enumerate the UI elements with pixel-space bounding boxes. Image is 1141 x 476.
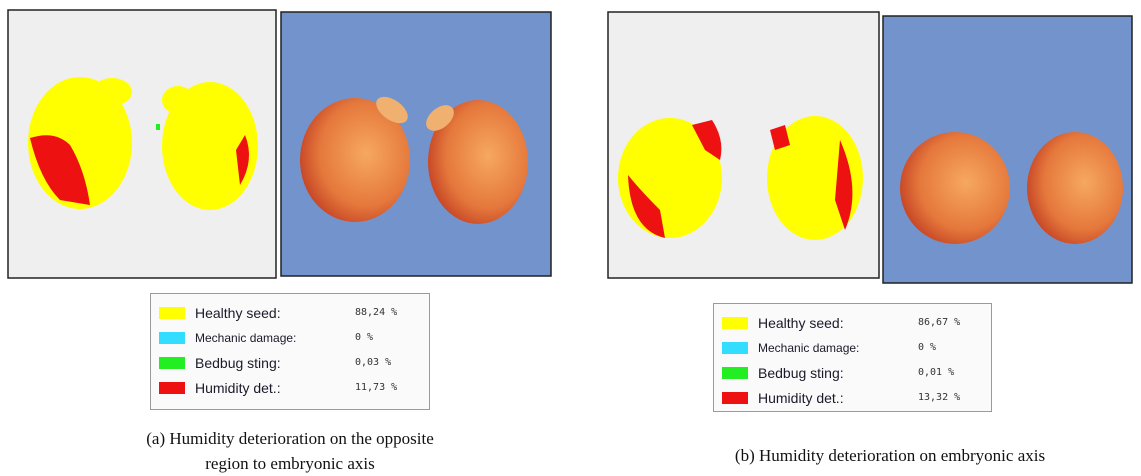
caption-line: region to embryonic axis bbox=[90, 451, 490, 476]
legend-swatch bbox=[722, 317, 748, 329]
legend-label: Bedbug sting: bbox=[758, 365, 918, 381]
legend-swatch bbox=[159, 382, 185, 394]
legend-label: Humidity det.: bbox=[758, 390, 918, 406]
legend-row: Healthy seed:86,67 % bbox=[722, 310, 983, 335]
legend-label: Healthy seed: bbox=[758, 315, 918, 331]
legend: Healthy seed:86,67 %Mechanic damage:0 %B… bbox=[713, 303, 992, 412]
caption-line: (b) Humidity deterioration on embryonic … bbox=[690, 443, 1090, 468]
legend-label: Humidity det.: bbox=[195, 380, 355, 396]
legend-value: 86,67 % bbox=[918, 317, 960, 328]
legend-value: 0,01 % bbox=[918, 367, 954, 378]
legend-swatch bbox=[722, 392, 748, 404]
legend: Healthy seed:88,24 %Mechanic damage:0 %B… bbox=[150, 293, 430, 410]
caption-line: (a) Humidity deterioration on the opposi… bbox=[90, 426, 490, 451]
legend-label: Mechanic damage: bbox=[195, 331, 355, 345]
legend-swatch bbox=[159, 307, 185, 319]
legend-label: Mechanic damage: bbox=[758, 341, 918, 355]
legend-value: 13,32 % bbox=[918, 392, 960, 403]
legend-row: Healthy seed:88,24 % bbox=[159, 300, 421, 325]
caption: (a) Humidity deterioration on the opposi… bbox=[90, 426, 490, 476]
legend-label: Bedbug sting: bbox=[195, 355, 355, 371]
legend-swatch bbox=[159, 332, 185, 344]
page: Healthy seed:88,24 %Mechanic damage:0 %B… bbox=[0, 0, 1141, 476]
legend-value: 0,03 % bbox=[355, 357, 391, 368]
legend-row: Humidity det.:11,73 % bbox=[159, 375, 421, 400]
caption: (b) Humidity deterioration on embryonic … bbox=[690, 443, 1090, 468]
legend-row: Humidity det.:13,32 % bbox=[722, 385, 983, 410]
legend-value: 11,73 % bbox=[355, 382, 397, 393]
legend-row: Mechanic damage:0 % bbox=[722, 335, 983, 360]
legend-row: Bedbug sting:0,01 % bbox=[722, 360, 983, 385]
legend-swatch bbox=[159, 357, 185, 369]
legend-row: Mechanic damage:0 % bbox=[159, 325, 421, 350]
legend-value: 0 % bbox=[355, 332, 373, 343]
legend-row: Bedbug sting:0,03 % bbox=[159, 350, 421, 375]
legend-swatch bbox=[722, 367, 748, 379]
legend-value: 88,24 % bbox=[355, 307, 397, 318]
legend-label: Healthy seed: bbox=[195, 305, 355, 321]
legend-value: 0 % bbox=[918, 342, 936, 353]
legend-swatch bbox=[722, 342, 748, 354]
